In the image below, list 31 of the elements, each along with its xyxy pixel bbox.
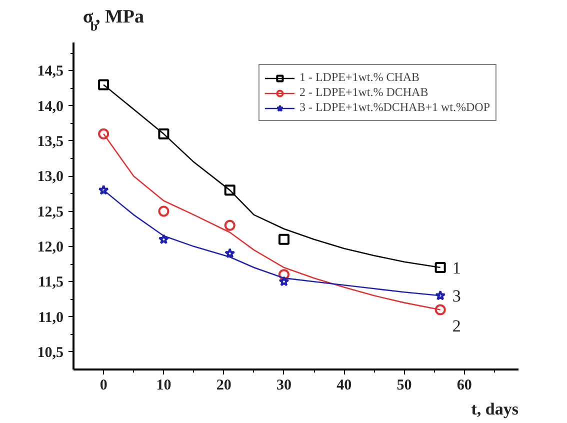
annotation: 1 bbox=[452, 258, 461, 278]
x-tick-label: 30 bbox=[276, 378, 292, 394]
y-tick-label: 10,5 bbox=[37, 344, 64, 361]
y-tick-label: 13,5 bbox=[37, 134, 64, 150]
y-tick-label: 12,5 bbox=[37, 204, 64, 220]
point bbox=[98, 79, 110, 90]
x-tick-label: 0 bbox=[100, 378, 108, 394]
y-tick-label: 13,0 bbox=[37, 169, 64, 186]
x-tick-label: 10 bbox=[156, 378, 172, 394]
legend-label: 3 - LDPE+1wt.%DCHAB+1 wt.%DOP bbox=[299, 100, 490, 115]
y-tick-label: 12,0 bbox=[37, 239, 64, 256]
point bbox=[158, 206, 170, 217]
y-tick-label: 14,5 bbox=[37, 64, 64, 80]
point bbox=[434, 304, 446, 316]
point bbox=[98, 128, 110, 140]
y-tick-label: 11,5 bbox=[38, 274, 64, 291]
y-tick-label: 14,0 bbox=[37, 98, 64, 115]
point bbox=[278, 276, 290, 286]
x-tick-label: 50 bbox=[396, 378, 412, 394]
x-axis-title: t, days bbox=[471, 400, 519, 418]
annotation: 3 bbox=[452, 286, 461, 306]
legend-label: 2 - LDPE+1wt.% DCHAB bbox=[299, 85, 428, 100]
point bbox=[278, 234, 290, 245]
legend-label: 1 - LDPE+1wt.% CHAB bbox=[299, 70, 420, 85]
y-tick-label: 11,0 bbox=[38, 310, 64, 326]
x-tick-label: 60 bbox=[456, 378, 472, 394]
x-tick-label: 40 bbox=[336, 378, 352, 394]
annotation: 2 bbox=[452, 316, 461, 336]
x-tick-label: 20 bbox=[216, 378, 232, 394]
point bbox=[224, 220, 236, 231]
point bbox=[434, 262, 446, 274]
